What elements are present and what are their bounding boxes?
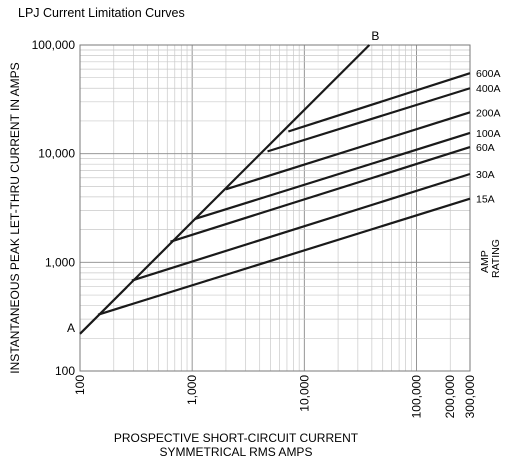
y-tick-labels: 100 1,000 10,000 100,000 <box>32 38 76 378</box>
plot-frame <box>79 44 471 372</box>
x-axis-label-line2: SYMMETRICAL RMS AMPS <box>160 445 313 459</box>
series-label-200a: 200A <box>476 107 501 119</box>
x-tick-label: 10,000 <box>297 375 311 412</box>
y-axis-label: INSTANTANEOUS PEAK LET-THRU CURRENT IN A… <box>8 62 22 373</box>
reference-line <box>79 44 371 335</box>
series-labels: 600A 400A 200A 100A 60A 30A 15A <box>476 68 501 205</box>
y-tick-label: 10,000 <box>38 147 75 161</box>
x-tick-labels: 100 1,000 10,000 100,000 200,000 300,000 <box>73 375 477 419</box>
curve-400a <box>267 87 471 153</box>
x-tick-label: 100,000 <box>409 375 423 419</box>
curve-100a <box>194 131 471 221</box>
curve-30a <box>131 172 471 282</box>
y-tick-label: 100,000 <box>32 38 76 52</box>
x-tick-label: 300,000 <box>463 375 477 419</box>
x-tick-label: 200,000 <box>443 375 457 419</box>
curve-15a <box>97 197 471 316</box>
series-label-400a: 400A <box>476 83 501 95</box>
y-tick-label: 100 <box>55 364 75 378</box>
series-label-600a: 600A <box>476 68 501 80</box>
series-label-30a: 30A <box>476 169 495 181</box>
curve-60a <box>170 146 471 243</box>
curve-200a <box>225 111 471 191</box>
x-tick-label: 1,000 <box>185 375 199 405</box>
rating-axis-label-line2: RATING <box>490 239 502 278</box>
rating-axis-label-line1: AMP <box>479 250 491 273</box>
reference-line-group: AB <box>67 29 379 335</box>
y-tick-label: 1,000 <box>45 255 75 269</box>
reference-end-label: B <box>371 29 379 43</box>
curve-600a <box>287 72 471 133</box>
grid <box>79 45 471 372</box>
series-label-15a: 15A <box>476 194 495 206</box>
x-tick-label: 100 <box>73 375 87 395</box>
series-label-60a: 60A <box>476 142 495 154</box>
series-label-100a: 100A <box>476 128 501 140</box>
curves <box>97 72 471 316</box>
chart-title: LPJ Current Limitation Curves <box>18 6 185 20</box>
reference-start-label: A <box>67 321 75 335</box>
x-axis-label-line1: PROSPECTIVE SHORT-CIRCUIT CURRENT <box>114 431 359 445</box>
